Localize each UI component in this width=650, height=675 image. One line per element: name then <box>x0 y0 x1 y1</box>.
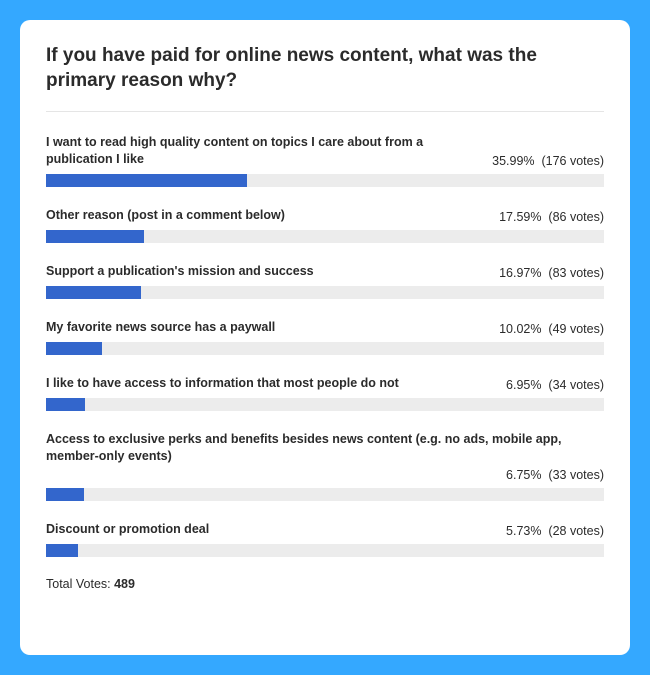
poll-option: Other reason (post in a comment below) 17… <box>46 207 604 243</box>
option-stats: 16.97% (83 votes) <box>499 266 604 280</box>
bar-fill <box>46 398 85 411</box>
bar-fill <box>46 230 144 243</box>
bar-track <box>46 398 604 411</box>
option-header: I like to have access to information tha… <box>46 375 604 392</box>
option-label: My favorite news source has a paywall <box>46 319 487 336</box>
bar-fill <box>46 488 84 501</box>
poll-options: I want to read high quality content on t… <box>46 134 604 557</box>
option-header: My favorite news source has a paywall 10.… <box>46 319 604 336</box>
bar-track <box>46 230 604 243</box>
option-stats: 35.99% (176 votes) <box>492 154 604 168</box>
option-label: Discount or promotion deal <box>46 521 494 538</box>
option-label: Other reason (post in a comment below) <box>46 207 487 224</box>
option-header: I want to read high quality content on t… <box>46 134 604 168</box>
option-stats: 6.75% (33 votes) <box>46 468 604 482</box>
option-label: Support a publication's mission and succ… <box>46 263 487 280</box>
option-label: I want to read high quality content on t… <box>46 134 480 168</box>
poll-option: I like to have access to information tha… <box>46 375 604 411</box>
total-label: Total Votes: <box>46 577 111 591</box>
poll-option: Support a publication's mission and succ… <box>46 263 604 299</box>
option-label: I like to have access to information tha… <box>46 375 494 392</box>
option-header: Discount or promotion deal 5.73% (28 vote… <box>46 521 604 538</box>
bar-fill <box>46 544 78 557</box>
option-header: Other reason (post in a comment below) 17… <box>46 207 604 224</box>
bar-fill <box>46 342 102 355</box>
poll-title: If you have paid for online news content… <box>46 44 604 93</box>
bar-track <box>46 286 604 299</box>
option-stats: 6.95% (34 votes) <box>506 378 604 392</box>
total-votes: Total Votes: 489 <box>46 577 604 591</box>
poll-option: Discount or promotion deal 5.73% (28 vote… <box>46 521 604 557</box>
divider <box>46 111 604 112</box>
bar-track <box>46 342 604 355</box>
option-stats: 17.59% (86 votes) <box>499 210 604 224</box>
poll-card: If you have paid for online news content… <box>20 20 630 655</box>
option-header: Support a publication's mission and succ… <box>46 263 604 280</box>
option-stats: 10.02% (49 votes) <box>499 322 604 336</box>
bar-track <box>46 488 604 501</box>
poll-option: Access to exclusive perks and benefits b… <box>46 431 604 502</box>
poll-option: I want to read high quality content on t… <box>46 134 604 187</box>
poll-option: My favorite news source has a paywall 10.… <box>46 319 604 355</box>
bar-track <box>46 174 604 187</box>
option-label: Access to exclusive perks and benefits b… <box>46 431 604 465</box>
bar-fill <box>46 174 247 187</box>
total-count: 489 <box>114 577 135 591</box>
bar-track <box>46 544 604 557</box>
bar-fill <box>46 286 141 299</box>
option-stats: 5.73% (28 votes) <box>506 524 604 538</box>
